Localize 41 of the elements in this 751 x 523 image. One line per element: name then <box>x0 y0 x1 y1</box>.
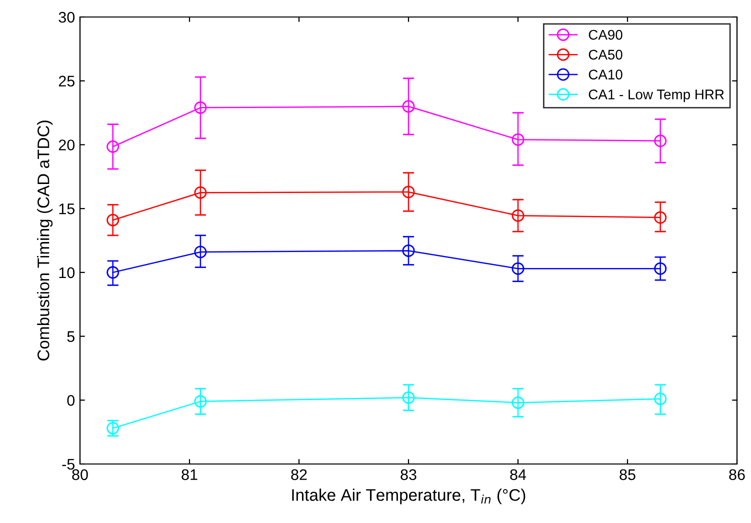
point <box>106 266 120 279</box>
point <box>512 133 524 146</box>
point <box>512 209 524 222</box>
point <box>402 100 415 113</box>
point <box>106 214 120 226</box>
y-tick-label: 20 <box>58 140 75 150</box>
x-tick-label: 85 <box>620 469 636 480</box>
y-tick-label: -5 <box>62 459 74 470</box>
point <box>402 391 415 404</box>
point <box>654 211 667 224</box>
legend-label: CA50 <box>588 50 622 60</box>
x-axis-title: Intake Air Temperature, T$_{in}$ (°C) <box>292 488 526 504</box>
legend-label: CA90 <box>588 30 622 40</box>
y-tick-label: 30 <box>58 12 75 23</box>
point <box>106 140 120 153</box>
x-tick-label: 86 <box>729 469 745 480</box>
point <box>106 422 120 434</box>
point <box>402 186 415 198</box>
point <box>654 392 667 406</box>
x-tick-label: 82 <box>291 469 307 480</box>
y-tick-label: 15 <box>59 204 74 214</box>
point <box>654 134 667 148</box>
point <box>654 262 667 275</box>
x-tick-label: 80 <box>72 469 88 480</box>
x-tick-label: 81 <box>182 469 198 480</box>
y-tick-label: 0 <box>67 395 75 406</box>
x-tick-label: 84 <box>510 469 526 480</box>
y-tick-label: 5 <box>67 331 74 342</box>
y-tick-label: 10 <box>59 267 75 278</box>
point <box>512 262 524 275</box>
legend-label: CA10 <box>588 70 622 80</box>
legend-label: CA1 - Low Temp HRR <box>588 90 724 102</box>
point <box>194 395 207 408</box>
point <box>194 186 207 199</box>
point <box>512 396 524 409</box>
y-axis-title: Combustion Timing (CAD aTDC) <box>37 120 53 361</box>
point <box>402 244 415 257</box>
point <box>194 246 207 258</box>
point <box>194 101 207 114</box>
x-tick-label: 83 <box>400 469 416 480</box>
y-tick-label: 25 <box>58 76 74 87</box>
